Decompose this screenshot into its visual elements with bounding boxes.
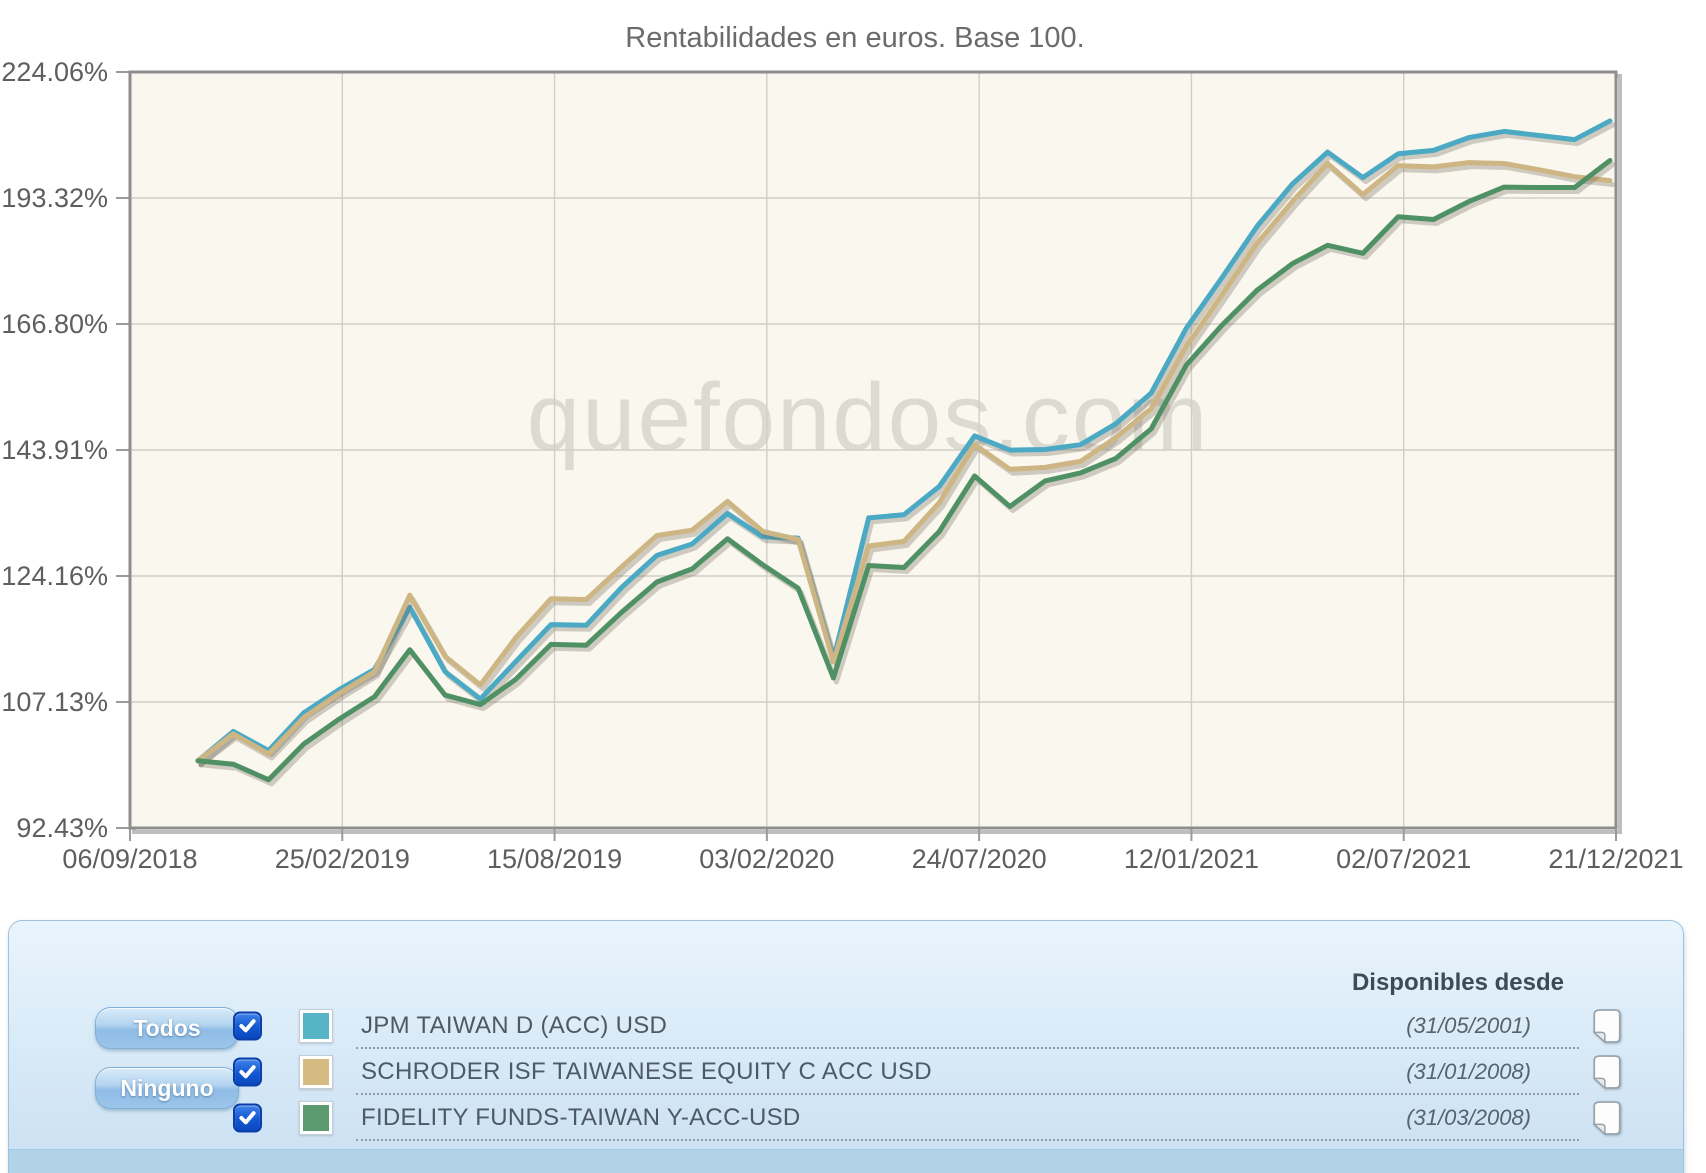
- check-icon: [239, 1111, 256, 1125]
- series-color-swatch: [299, 1101, 333, 1135]
- fund-checkbox[interactable]: [233, 1057, 262, 1087]
- available-since-date: (31/03/2008): [1406, 1105, 1531, 1130]
- chart-title: Rentabilidades en euros. Base 100.: [625, 22, 1084, 54]
- plot-border: [128, 70, 1618, 830]
- fund-row: FIDELITY FUNDS-TAIWAN Y-ACC-USD (31/03/20…: [9, 1095, 1683, 1141]
- document-icon[interactable]: [1592, 1009, 1621, 1044]
- watermark: quefondos.com: [527, 364, 1209, 471]
- row-separator: [356, 1139, 1579, 1141]
- y-tick-label: 124.16%: [1, 561, 108, 591]
- fund-name: JPM TAIWAN D (ACC) USD: [361, 1012, 668, 1039]
- x-tick-label: 21/12/2021: [1548, 844, 1683, 874]
- fund-name: SCHRODER ISF TAIWANESE EQUITY C ACC USD: [361, 1058, 932, 1085]
- y-tick-label: 166.80%: [1, 309, 108, 339]
- check-icon: [239, 1065, 256, 1079]
- available-since-date: (31/01/2008): [1406, 1059, 1531, 1084]
- select-all-button[interactable]: Todos: [95, 1007, 239, 1049]
- series-line: [195, 160, 1613, 764]
- check-icon: [239, 1019, 256, 1033]
- x-tick-label: 03/02/2020: [699, 844, 834, 874]
- row-separator: [356, 1093, 1579, 1095]
- funds-legend-panel: Disponibles desde Todos Ninguno JPM TAIW…: [8, 920, 1684, 1173]
- x-tick-label: 12/01/2021: [1124, 844, 1259, 874]
- y-tick-label: 107.13%: [1, 687, 108, 717]
- y-tick-label: 193.32%: [1, 183, 108, 213]
- x-tick-label: 02/07/2021: [1336, 844, 1471, 874]
- y-tick-label: 143.91%: [1, 435, 108, 465]
- series-color-swatch: [299, 1009, 333, 1043]
- document-icon[interactable]: [1592, 1055, 1621, 1090]
- y-tick-label: 224.06%: [1, 57, 108, 87]
- panel-footer-band: [9, 1149, 1683, 1173]
- fund-checkbox[interactable]: [233, 1103, 262, 1133]
- performance-chart: Rentabilidades en euros. Base 100. quefon…: [1, 22, 1683, 874]
- row-separator: [356, 1047, 1579, 1049]
- series-color-swatch: [299, 1055, 333, 1089]
- x-tick-label: 25/02/2019: [275, 844, 410, 874]
- series-line: [195, 158, 1613, 783]
- y-tick-label: 92.43%: [16, 813, 108, 843]
- x-tick-label: 24/07/2020: [912, 844, 1047, 874]
- select-none-button[interactable]: Ninguno: [95, 1067, 239, 1109]
- available-since-header: Disponibles desde: [1351, 969, 1564, 996]
- fund-row: JPM TAIWAN D (ACC) USD (31/05/2001): [9, 1003, 1683, 1049]
- fund-checkbox[interactable]: [233, 1011, 262, 1041]
- fund-name: FIDELITY FUNDS-TAIWAN Y-ACC-USD: [361, 1104, 801, 1131]
- available-since-date: (31/05/2001): [1406, 1013, 1531, 1038]
- series-line: [195, 118, 1613, 764]
- fund-row: SCHRODER ISF TAIWANESE EQUITY C ACC USD (…: [9, 1049, 1683, 1095]
- document-icon[interactable]: [1592, 1101, 1621, 1136]
- x-tick-label: 15/08/2019: [487, 844, 622, 874]
- x-tick-label: 06/09/2018: [62, 844, 197, 874]
